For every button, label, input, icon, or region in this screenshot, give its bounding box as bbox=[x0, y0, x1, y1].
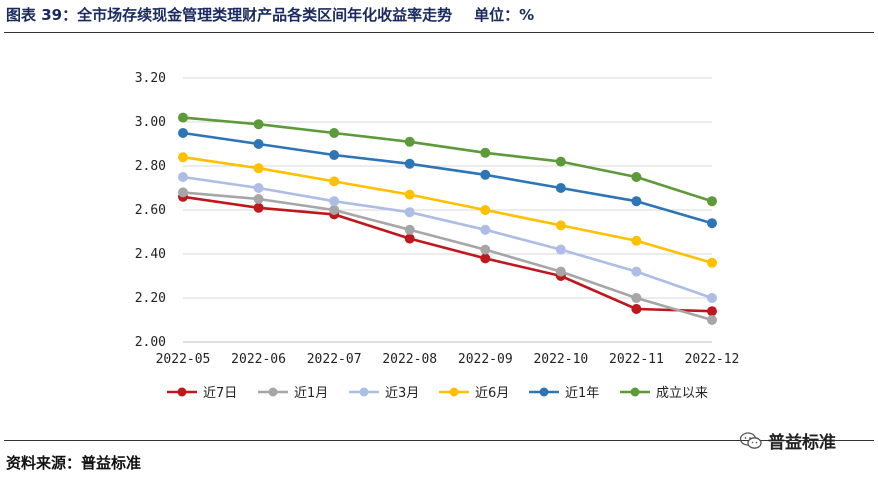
legend-label: 近1月 bbox=[294, 386, 328, 401]
x-tick-label: 2022-05 bbox=[156, 352, 211, 367]
y-tick-label: 2.20 bbox=[135, 291, 166, 306]
data-point bbox=[329, 128, 340, 138]
data-point bbox=[631, 293, 642, 303]
data-point bbox=[253, 202, 264, 213]
source-note: 资料来源：普益标准 bbox=[6, 454, 142, 472]
data-point bbox=[631, 172, 642, 182]
data-point bbox=[178, 172, 188, 182]
data-point bbox=[555, 266, 566, 277]
figure-caption: 图表 39：全市场存续现金管理类理财产品各类区间年化收益率走势 单位：% bbox=[6, 4, 534, 25]
series-line-4 bbox=[182, 155, 713, 265]
data-point bbox=[253, 183, 264, 193]
data-point bbox=[631, 196, 642, 207]
figure-title: 图表 39：全市场存续现金管理类理财产品各类区间年化收益率走势 bbox=[6, 6, 453, 24]
data-point bbox=[404, 224, 415, 235]
data-point bbox=[329, 196, 340, 207]
legend-label: 近3月 bbox=[385, 386, 419, 401]
legend-swatch-marker bbox=[268, 387, 278, 397]
data-point bbox=[555, 244, 566, 255]
y-tick-label: 2.80 bbox=[135, 159, 166, 174]
data-point bbox=[253, 119, 264, 130]
y-tick-label: 3.20 bbox=[135, 71, 166, 86]
data-point bbox=[404, 136, 415, 147]
legend-label: 近7日 bbox=[203, 386, 237, 401]
data-point bbox=[178, 128, 188, 138]
data-point bbox=[329, 176, 340, 187]
series-line-5 bbox=[182, 131, 713, 225]
data-point bbox=[178, 152, 188, 163]
legend-swatch-marker bbox=[539, 387, 549, 397]
data-point bbox=[253, 163, 264, 174]
data-point bbox=[631, 235, 642, 246]
y-tick-label: 2.60 bbox=[135, 203, 166, 218]
data-point bbox=[253, 139, 264, 149]
data-point bbox=[555, 220, 566, 231]
legend-label: 近1年 bbox=[565, 386, 599, 401]
data-point bbox=[707, 293, 717, 303]
wechat-icon bbox=[740, 431, 762, 449]
data-point bbox=[480, 147, 491, 158]
data-point bbox=[178, 112, 188, 123]
x-tick-label: 2022-08 bbox=[382, 352, 437, 367]
data-point bbox=[480, 244, 491, 255]
data-point bbox=[707, 218, 717, 229]
data-point bbox=[555, 183, 566, 193]
data-point bbox=[631, 304, 642, 314]
unit-label: 单位：% bbox=[474, 6, 535, 24]
data-point bbox=[707, 196, 717, 207]
data-point bbox=[404, 207, 415, 218]
data-point bbox=[707, 257, 717, 268]
data-point bbox=[178, 187, 188, 198]
data-point bbox=[404, 189, 415, 200]
x-tick-label: 2022-06 bbox=[231, 352, 286, 367]
legend-swatch-marker bbox=[449, 387, 459, 397]
y-tick-label: 2.40 bbox=[135, 247, 166, 262]
data-point bbox=[480, 224, 491, 235]
top-divider bbox=[4, 32, 874, 33]
legend-swatch-marker bbox=[630, 387, 640, 397]
series-line-6 bbox=[182, 116, 713, 203]
data-point bbox=[707, 315, 717, 325]
data-point bbox=[631, 266, 642, 277]
x-tick-label: 2022-07 bbox=[307, 352, 362, 367]
x-tick-label: 2022-12 bbox=[685, 352, 740, 367]
line-chart: 2.00 2.20 2.40 2.60 2.80 3.00 3.20 2022-05 2022-… bbox=[135, 71, 740, 401]
x-tick-label: 2022-10 bbox=[533, 352, 588, 367]
watermark-text: 普益标准 bbox=[768, 433, 836, 453]
legend-swatch-marker bbox=[177, 387, 187, 397]
data-point bbox=[707, 306, 717, 317]
data-point bbox=[404, 233, 415, 244]
data-point bbox=[480, 169, 491, 180]
data-point bbox=[480, 205, 491, 215]
series-line-3 bbox=[182, 175, 713, 300]
data-point bbox=[329, 150, 340, 160]
data-point bbox=[404, 158, 415, 169]
data-point bbox=[253, 194, 264, 204]
y-tick-label: 3.00 bbox=[135, 115, 166, 130]
data-point bbox=[480, 253, 491, 264]
y-tick-label: 2.00 bbox=[135, 335, 166, 350]
legend-swatch-marker bbox=[359, 387, 369, 397]
watermark: 普益标准 bbox=[740, 428, 836, 453]
data-point bbox=[329, 205, 340, 215]
bottom-divider bbox=[4, 440, 874, 441]
series-line-1 bbox=[182, 195, 713, 313]
data-point bbox=[555, 156, 566, 167]
series-line-2 bbox=[182, 191, 713, 322]
legend-label: 成立以来 bbox=[656, 386, 708, 401]
legend-label: 近6月 bbox=[475, 386, 509, 401]
x-tick-label: 2022-09 bbox=[458, 352, 513, 367]
x-tick-label: 2022-11 bbox=[609, 352, 664, 367]
